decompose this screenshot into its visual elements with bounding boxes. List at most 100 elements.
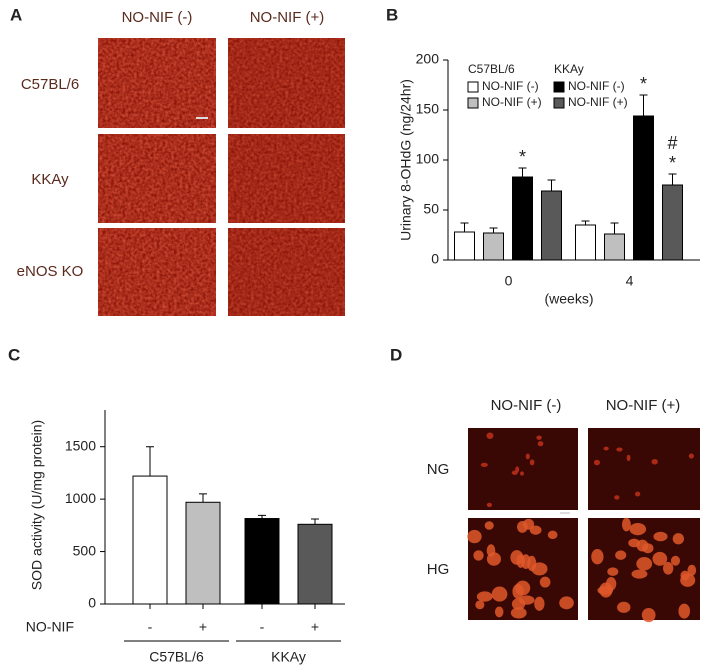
legend-swatch — [553, 97, 565, 109]
cell — [621, 517, 631, 532]
error-bar — [146, 446, 154, 477]
cell — [520, 471, 525, 476]
row-label: eNOS KO — [17, 263, 84, 280]
legend-label: NO-NIF (-) — [568, 79, 625, 93]
cell — [629, 522, 647, 536]
x-tick-label: + — [311, 619, 319, 635]
bar — [454, 231, 475, 261]
y-tick-label: 500 — [73, 542, 97, 558]
micrograph — [588, 428, 700, 510]
y-axis-label: SOD activity (U/mg protein) — [29, 420, 45, 590]
panel-letter: D — [390, 345, 402, 364]
cell — [642, 543, 654, 554]
bar — [483, 232, 504, 261]
row-label: HG — [427, 561, 450, 578]
cell — [480, 462, 488, 467]
cell — [616, 447, 623, 452]
column-label: NO-NIF (-) — [122, 9, 193, 26]
x-tick-label: - — [148, 619, 153, 635]
bar — [297, 523, 333, 605]
y-tick-label: 1000 — [65, 490, 96, 506]
cell — [615, 550, 627, 560]
legend-swatch — [467, 97, 479, 109]
cell — [486, 502, 492, 508]
cell — [651, 458, 658, 465]
bar — [575, 224, 596, 261]
x-tick-label: - — [260, 619, 265, 635]
cell — [614, 495, 620, 500]
error-bar — [639, 94, 648, 116]
cell — [670, 555, 681, 566]
cell — [688, 453, 694, 459]
cell — [534, 596, 545, 611]
cell — [628, 538, 640, 548]
cell — [517, 520, 528, 533]
cell — [511, 470, 518, 475]
micrograph — [98, 228, 216, 316]
cell — [641, 607, 656, 623]
cell — [486, 432, 494, 439]
cell — [559, 596, 574, 610]
cell — [510, 607, 527, 619]
y-tick-label: 100 — [416, 151, 440, 167]
x-tick-label: 4 — [626, 273, 634, 289]
cell — [510, 550, 524, 565]
cell — [486, 544, 496, 557]
bar — [662, 184, 683, 261]
cell — [539, 576, 551, 588]
cell — [687, 564, 697, 576]
error-bar — [460, 222, 469, 232]
cell — [521, 554, 531, 569]
cell — [529, 525, 542, 535]
bar — [185, 501, 221, 605]
cell — [599, 582, 613, 598]
cell — [617, 601, 631, 613]
cell — [663, 561, 674, 575]
legend-label: NO-NIF (+) — [482, 95, 542, 109]
cell — [519, 595, 535, 605]
y-tick-label: 50 — [423, 201, 439, 217]
error-bar — [489, 227, 498, 233]
legend-group: C57BL/6 — [468, 62, 515, 76]
cell — [635, 491, 641, 497]
micrograph — [228, 134, 345, 223]
y-tick-label: 200 — [416, 51, 440, 67]
error-bar — [518, 167, 527, 177]
micrograph — [98, 38, 216, 128]
column-label: NO-NIF (+) — [606, 397, 681, 414]
panel-letter: A — [10, 5, 22, 24]
cell — [475, 600, 485, 610]
row-label: KKAy — [31, 171, 69, 188]
y-tick-label: 0 — [431, 251, 439, 267]
column-label: NO-NIF (+) — [250, 9, 325, 26]
bar — [512, 176, 533, 261]
cell — [593, 459, 600, 466]
legend-group: KKAy — [554, 62, 584, 76]
cell — [467, 529, 482, 544]
cell — [473, 550, 484, 561]
bar — [541, 190, 562, 261]
cell — [529, 459, 535, 466]
annotation: * — [640, 74, 647, 94]
annotation: # — [667, 133, 677, 153]
cell — [476, 591, 493, 602]
scale-bar — [196, 117, 208, 119]
cell — [680, 573, 696, 587]
x-tick-label: 0 — [505, 273, 513, 289]
cell — [547, 530, 558, 540]
x-tick-label: + — [199, 619, 207, 635]
cell — [603, 446, 609, 451]
error-bar — [258, 514, 266, 519]
bar — [132, 475, 168, 605]
cell — [672, 533, 684, 545]
legend-label: NO-NIF (+) — [568, 95, 628, 109]
cell — [631, 569, 648, 579]
y-tick-label: 1500 — [65, 437, 96, 453]
micrograph — [468, 428, 578, 510]
group-label: KKAy — [271, 649, 306, 665]
panel-letter: C — [8, 345, 20, 364]
x-axis-label: (weeks) — [544, 291, 593, 307]
bar — [633, 115, 654, 261]
error-bar — [668, 173, 677, 185]
